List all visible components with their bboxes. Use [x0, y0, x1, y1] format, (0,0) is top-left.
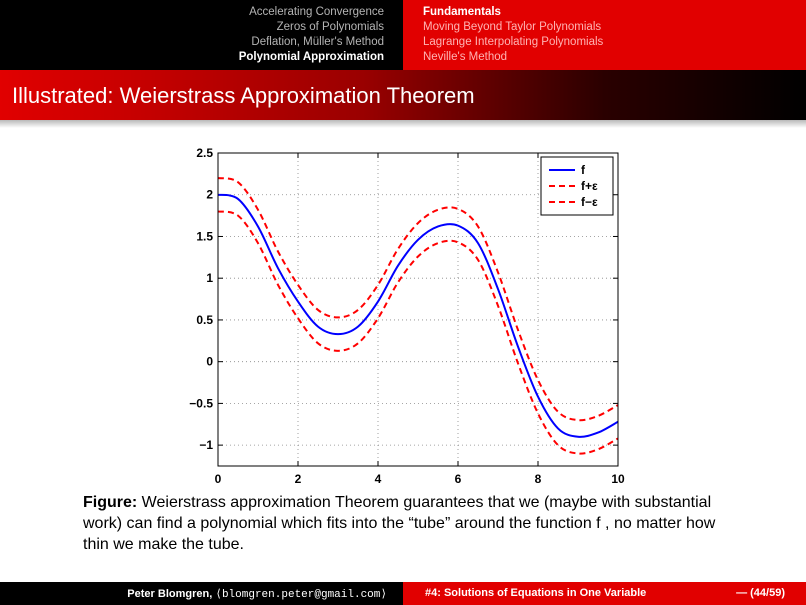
title-shadow	[0, 120, 806, 128]
subsection-nav: Fundamentals Moving Beyond Taylor Polynom…	[403, 0, 806, 70]
subsection-list: Fundamentals Moving Beyond Taylor Polynom…	[423, 5, 603, 65]
nav-item-fundamentals[interactable]: Fundamentals	[423, 6, 501, 18]
figure-caption: Figure: Weierstrass approximation Theore…	[83, 492, 733, 555]
nav-item-lagrange-interpolating-polynomials[interactable]: Lagrange Interpolating Polynomials	[423, 36, 604, 48]
y-tick-label: −1	[199, 438, 213, 452]
y-tick-label: 1.5	[196, 229, 213, 243]
footer-page-count: — (44/59)	[736, 587, 785, 599]
y-tick-label: 1	[206, 271, 213, 285]
footer-talk-block: #4: Solutions of Equations in One Variab…	[403, 582, 806, 605]
x-tick-label: 10	[611, 472, 625, 486]
nav-item-neville-s-method[interactable]: Neville's Method	[423, 51, 508, 63]
caption-label: Figure:	[83, 494, 138, 511]
footer-talk-title: #4: Solutions of Equations in One Variab…	[425, 587, 647, 599]
x-tick-label: 2	[295, 472, 302, 486]
legend-label: f+ε	[581, 179, 598, 193]
x-tick-label: 0	[215, 472, 222, 486]
top-navigation: Accelerating Convergence Zeros of Polynom…	[0, 0, 806, 70]
series-f-minus-eps-line	[217, 210, 619, 455]
nav-item-accelerating-convergence[interactable]: Accelerating Convergence	[249, 6, 384, 18]
y-tick-label: 0	[206, 355, 213, 369]
y-tick-label: −0.5	[189, 396, 213, 410]
series-f-plus-eps-line	[217, 177, 619, 422]
frame-title: Illustrated: Weierstrass Approximation T…	[12, 83, 475, 108]
footer-email: ⟨blomgren.peter@gmail.com⟩	[215, 589, 387, 601]
plot-frame	[217, 152, 619, 467]
series-f-line	[217, 193, 619, 438]
footer-author-block: Peter Blomgren, ⟨blomgren.peter@gmail.co…	[0, 582, 403, 605]
footer-author: Peter Blomgren,	[127, 588, 213, 600]
legend-label: f	[581, 163, 586, 177]
legend-label: f−ε	[581, 195, 598, 209]
x-tick-label: 8	[535, 472, 542, 486]
section-list: Accelerating Convergence Zeros of Polynom…	[239, 5, 384, 65]
footer: Peter Blomgren, ⟨blomgren.peter@gmail.co…	[0, 582, 806, 605]
section-nav: Accelerating Convergence Zeros of Polynom…	[0, 0, 403, 70]
nav-item-moving-beyond-taylor-polynomials[interactable]: Moving Beyond Taylor Polynomials	[423, 21, 602, 33]
nav-item-deflation-m-ller-s-method[interactable]: Deflation, Müller's Method	[251, 36, 384, 48]
caption-text: Weierstrass approximation Theorem guaran…	[83, 494, 716, 553]
nav-item-polynomial-approximation[interactable]: Polynomial Approximation	[238, 51, 384, 63]
weierstrass-chart: 0 2 4 6 8 10 2.5 2 1.5 1 0.5 0 −0.5 −1 f f+ε f−ε	[189, 146, 625, 486]
y-tick-label: 2	[206, 188, 213, 202]
x-tick-label: 6	[455, 472, 462, 486]
y-tick-label: 0.5	[196, 313, 213, 327]
nav-item-zeros-of-polynomials[interactable]: Zeros of Polynomials	[276, 21, 384, 33]
y-tick-label: 2.5	[196, 146, 213, 160]
x-tick-label: 4	[375, 472, 382, 486]
frame-title-bar: Illustrated: Weierstrass Approximation T…	[0, 70, 806, 120]
